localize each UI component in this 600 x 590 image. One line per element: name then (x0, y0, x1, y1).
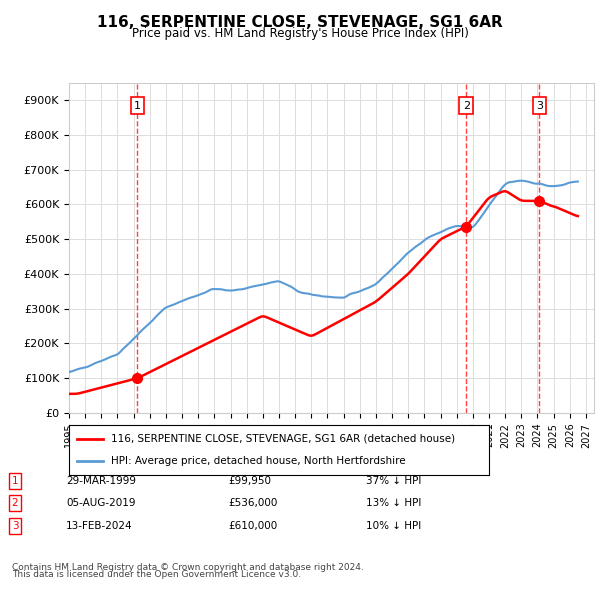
Text: 3: 3 (11, 521, 19, 530)
Text: 37% ↓ HPI: 37% ↓ HPI (366, 476, 421, 486)
Text: 1: 1 (134, 101, 141, 111)
Text: £610,000: £610,000 (228, 521, 277, 530)
Text: 13-FEB-2024: 13-FEB-2024 (66, 521, 133, 530)
Text: Contains HM Land Registry data © Crown copyright and database right 2024.: Contains HM Land Registry data © Crown c… (12, 563, 364, 572)
Text: 2: 2 (463, 101, 470, 111)
Text: 1: 1 (11, 476, 19, 486)
Text: 05-AUG-2019: 05-AUG-2019 (66, 499, 136, 508)
Text: 2: 2 (11, 499, 19, 508)
Text: 116, SERPENTINE CLOSE, STEVENAGE, SG1 6AR: 116, SERPENTINE CLOSE, STEVENAGE, SG1 6A… (97, 15, 503, 30)
Text: £536,000: £536,000 (228, 499, 277, 508)
Text: This data is licensed under the Open Government Licence v3.0.: This data is licensed under the Open Gov… (12, 571, 301, 579)
Text: 116, SERPENTINE CLOSE, STEVENAGE, SG1 6AR (detached house): 116, SERPENTINE CLOSE, STEVENAGE, SG1 6A… (111, 434, 455, 444)
Text: 3: 3 (536, 101, 543, 111)
Text: £99,950: £99,950 (228, 476, 271, 486)
Text: Price paid vs. HM Land Registry's House Price Index (HPI): Price paid vs. HM Land Registry's House … (131, 27, 469, 40)
Text: 10% ↓ HPI: 10% ↓ HPI (366, 521, 421, 530)
Text: 29-MAR-1999: 29-MAR-1999 (66, 476, 136, 486)
Text: 13% ↓ HPI: 13% ↓ HPI (366, 499, 421, 508)
Text: HPI: Average price, detached house, North Hertfordshire: HPI: Average price, detached house, Nort… (111, 456, 406, 466)
